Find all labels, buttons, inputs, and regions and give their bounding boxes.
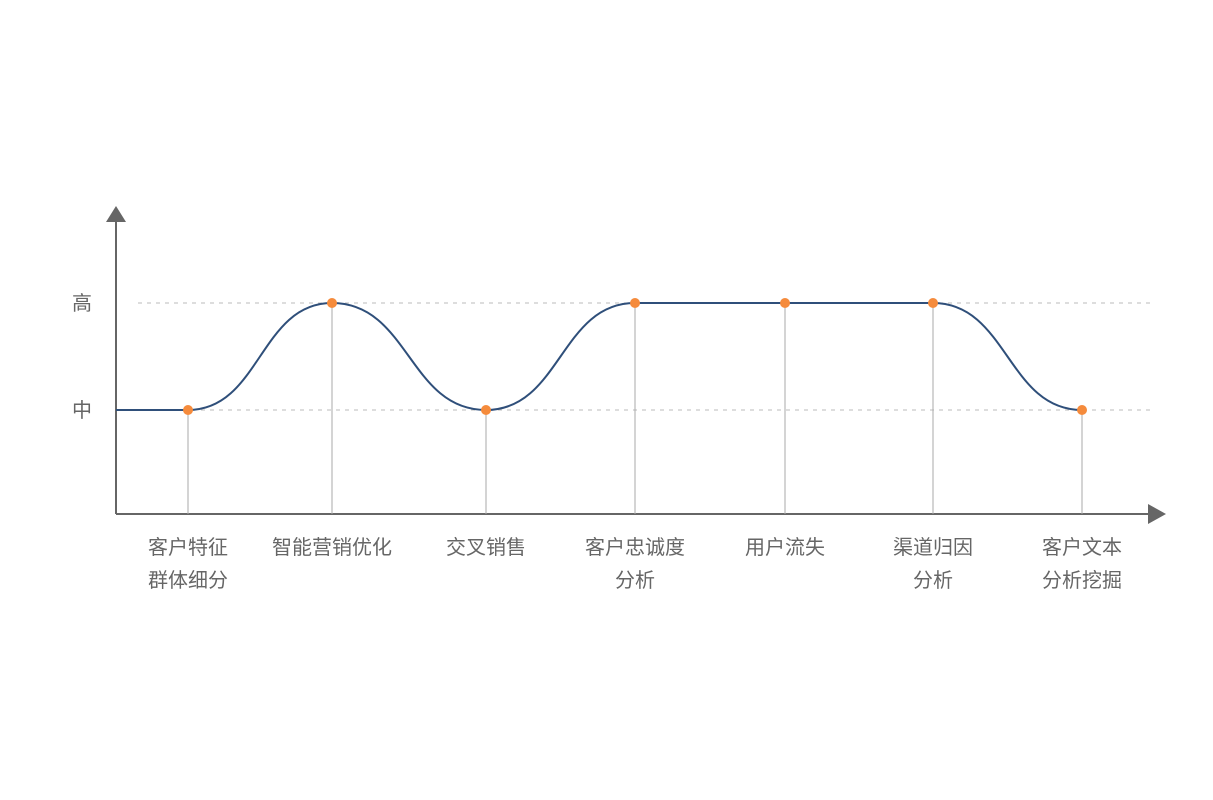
data-point	[630, 298, 640, 308]
y-tick-label: 高	[72, 291, 92, 315]
y-tick-label: 中	[72, 398, 92, 422]
x-tick-label: 客户忠诚度 分析	[585, 535, 685, 592]
x-tick-label: 客户特征 群体细分	[148, 535, 228, 592]
data-point	[780, 298, 790, 308]
data-point	[481, 405, 491, 415]
x-tick-label: 交叉销售	[446, 535, 526, 559]
x-axis-arrow	[1148, 504, 1166, 524]
data-point	[183, 405, 193, 415]
data-point	[928, 298, 938, 308]
x-tick-label: 客户文本 分析挖掘	[1042, 535, 1122, 592]
series-line	[116, 301, 1083, 412]
x-tick-label: 渠道归因 分析	[893, 535, 973, 592]
x-tick-label: 用户流失	[745, 535, 825, 559]
x-tick-label: 智能营销优化	[272, 535, 392, 559]
y-axis-arrow	[106, 206, 126, 222]
data-point	[1077, 405, 1087, 415]
data-point	[327, 298, 337, 308]
